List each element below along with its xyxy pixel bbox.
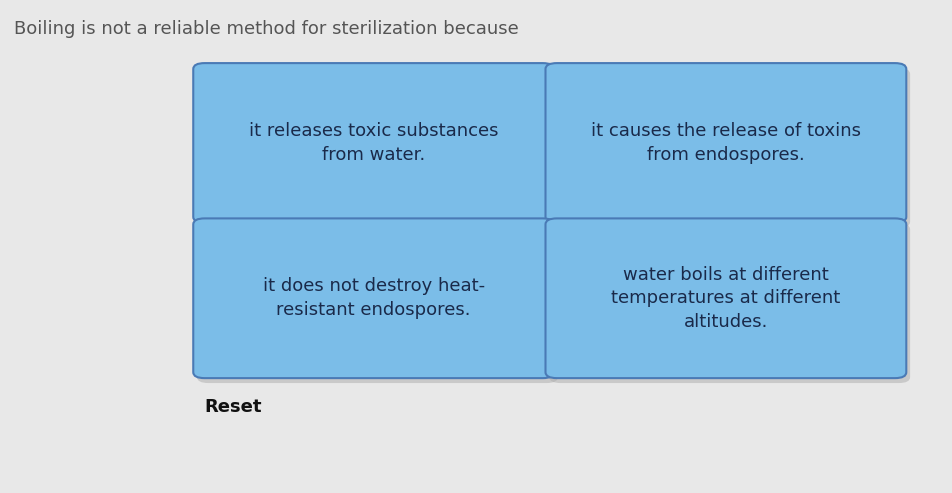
FancyBboxPatch shape <box>197 68 558 228</box>
FancyBboxPatch shape <box>193 218 554 378</box>
Text: water boils at different
temperatures at different
altitudes.: water boils at different temperatures at… <box>611 266 841 331</box>
Text: it does not destroy heat-
resistant endospores.: it does not destroy heat- resistant endo… <box>263 278 485 319</box>
FancyBboxPatch shape <box>545 63 906 223</box>
Text: Reset: Reset <box>205 398 262 416</box>
Text: it releases toxic substances
from water.: it releases toxic substances from water. <box>248 122 499 164</box>
FancyBboxPatch shape <box>545 218 906 378</box>
FancyBboxPatch shape <box>549 223 910 383</box>
FancyBboxPatch shape <box>549 68 910 228</box>
Text: Boiling is not a reliable method for sterilization because: Boiling is not a reliable method for ste… <box>14 20 519 38</box>
FancyBboxPatch shape <box>193 63 554 223</box>
FancyBboxPatch shape <box>197 223 558 383</box>
Text: it causes the release of toxins
from endospores.: it causes the release of toxins from end… <box>591 122 861 164</box>
